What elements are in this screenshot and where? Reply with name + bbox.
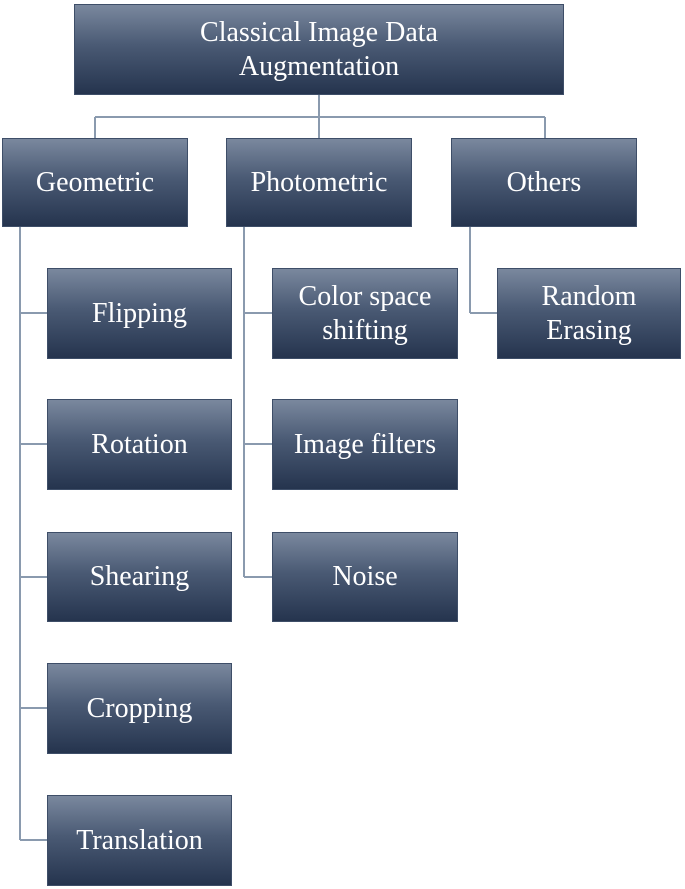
item-cropping: Cropping xyxy=(47,663,232,754)
item-random-erasing-label: Random Erasing xyxy=(541,281,637,346)
root-label: Classical Image Data Augmentation xyxy=(200,17,438,82)
item-cropping-label: Cropping xyxy=(86,692,193,724)
category-geometric-label: Geometric xyxy=(35,166,155,198)
category-photometric-label: Photometric xyxy=(250,166,388,198)
item-color-space-shifting: Color space shifting xyxy=(272,268,458,359)
category-others-label: Others xyxy=(506,166,582,198)
item-translation: Translation xyxy=(47,795,232,886)
item-shearing-label: Shearing xyxy=(89,561,190,593)
item-flipping-label: Flipping xyxy=(92,297,187,329)
root-node: Classical Image Data Augmentation xyxy=(74,4,564,95)
item-color-space-shifting-label: Color space shifting xyxy=(298,281,432,346)
item-image-filters-label: Image filters xyxy=(293,428,437,460)
item-shearing: Shearing xyxy=(47,532,232,622)
category-geometric: Geometric xyxy=(2,138,188,227)
item-translation-label: Translation xyxy=(76,824,203,856)
item-flipping: Flipping xyxy=(47,268,232,359)
item-rotation-label: Rotation xyxy=(91,428,188,460)
item-noise: Noise xyxy=(272,532,458,622)
item-noise-label: Noise xyxy=(332,561,398,593)
category-photometric: Photometric xyxy=(226,138,412,227)
item-rotation: Rotation xyxy=(47,399,232,490)
item-image-filters: Image filters xyxy=(272,399,458,490)
category-others: Others xyxy=(451,138,637,227)
item-random-erasing: Random Erasing xyxy=(497,268,681,359)
